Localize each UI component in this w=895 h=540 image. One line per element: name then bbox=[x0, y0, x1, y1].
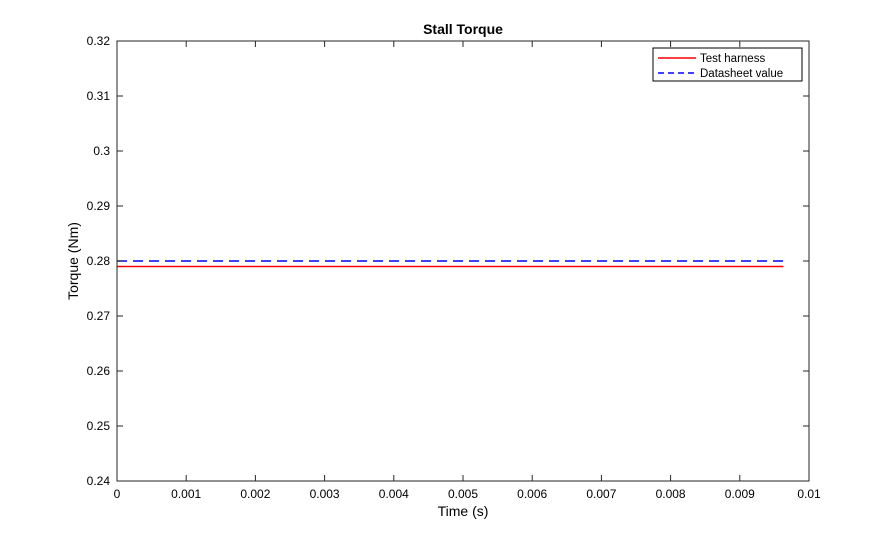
y-tick-label: 0.28 bbox=[87, 254, 111, 268]
y-tick-label: 0.27 bbox=[87, 309, 111, 323]
series-layer bbox=[117, 260, 784, 268]
legend: Test harness Datasheet value bbox=[652, 47, 803, 82]
x-tick-label: 0.01 bbox=[797, 487, 821, 501]
x-tick-label: 0.007 bbox=[586, 487, 616, 501]
y-axis-label: Torque (Nm) bbox=[65, 222, 81, 300]
y-tick-label: 0.31 bbox=[87, 89, 111, 103]
y-tick-label: 0.26 bbox=[87, 364, 111, 378]
x-tick-label: 0.005 bbox=[448, 487, 478, 501]
x-tick-label: 0.004 bbox=[379, 487, 409, 501]
y-tick-label: 0.3 bbox=[93, 144, 110, 158]
x-tick-label: 0.008 bbox=[656, 487, 686, 501]
y-tick-label: 0.24 bbox=[87, 474, 111, 488]
x-tick-label: 0.002 bbox=[240, 487, 270, 501]
x-tick-label: 0.006 bbox=[517, 487, 547, 501]
x-tick-label: 0 bbox=[114, 487, 121, 501]
x-tick-label: 0.001 bbox=[171, 487, 201, 501]
x-axis-label: Time (s) bbox=[438, 503, 489, 519]
y-tick-label: 0.32 bbox=[87, 34, 111, 48]
x-tick-label: 0.009 bbox=[725, 487, 755, 501]
x-tick-label: 0.003 bbox=[310, 487, 340, 501]
legend-label-test-harness: Test harness bbox=[700, 53, 765, 65]
legend-label-datasheet-value: Datasheet value bbox=[700, 68, 783, 80]
axes-layer: 0 0.001 0.002 0.003 0.004 0.005 0.006 0.007 0.00… bbox=[87, 34, 821, 501]
y-tick-label: 0.25 bbox=[87, 419, 111, 433]
chart-title: Stall Torque bbox=[423, 21, 503, 37]
legend-box bbox=[652, 47, 803, 82]
y-tick-label: 0.29 bbox=[87, 199, 111, 213]
